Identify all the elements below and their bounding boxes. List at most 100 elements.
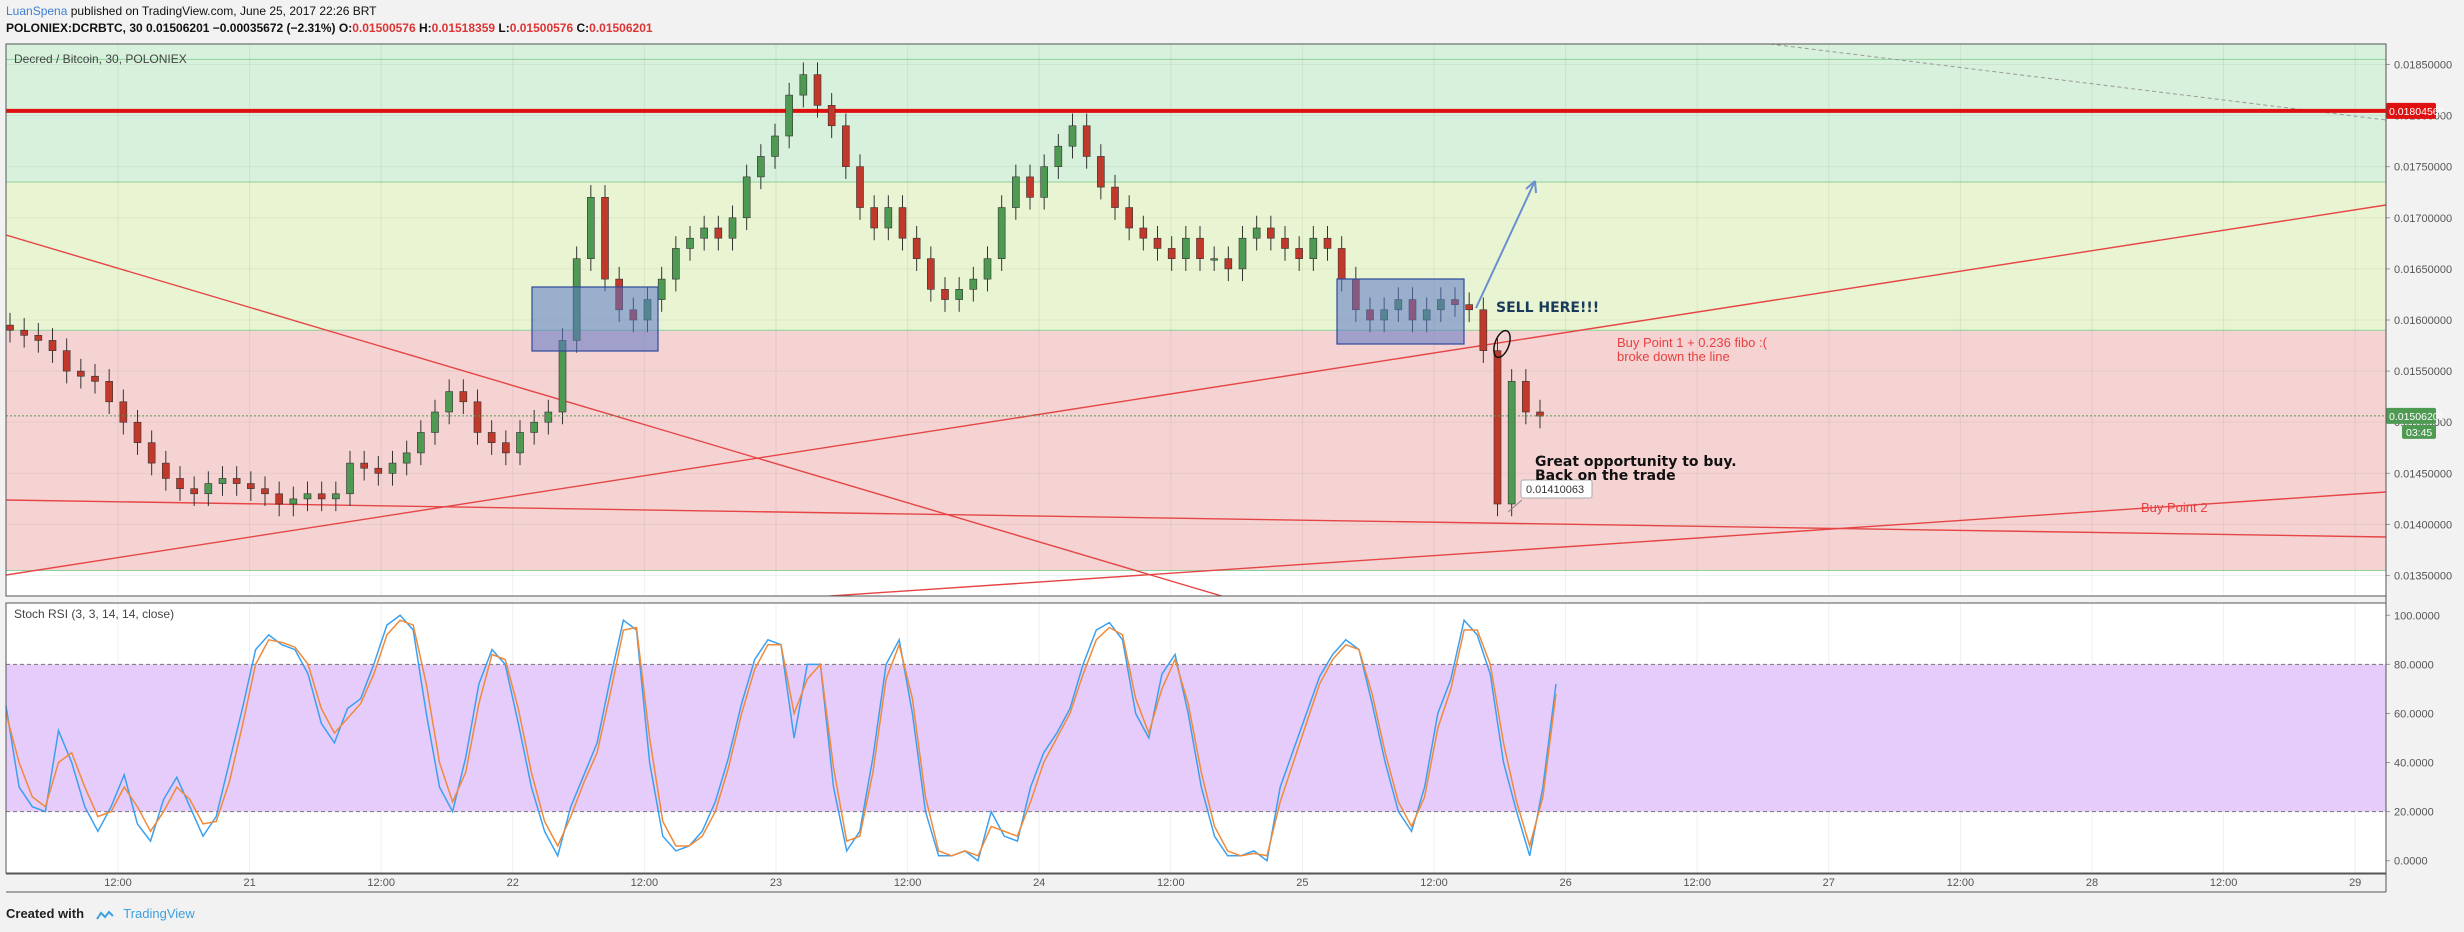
x-tick-label: 25 xyxy=(1296,877,1308,889)
candle-body xyxy=(1167,248,1176,259)
ohlc-close-value: 0.01506201 xyxy=(589,21,653,35)
bar-timer-tag xyxy=(2402,424,2436,439)
candle-body xyxy=(1153,237,1162,249)
candle-body xyxy=(388,462,397,474)
ohlc-high-key: H: xyxy=(418,21,432,35)
resistance-price-label: 0.01804562 xyxy=(2389,106,2445,118)
low-callout-box xyxy=(1520,479,1593,499)
breakdown-circle xyxy=(1493,329,1511,359)
x-tick-label: 22 xyxy=(507,877,519,889)
drawings-layer xyxy=(6,44,2386,596)
consolidation-box xyxy=(1336,278,1465,345)
candle-body xyxy=(360,462,368,469)
ohlc-close-key: C: xyxy=(576,21,590,35)
candle-body xyxy=(459,391,468,403)
price-change: −0.00035672 (−2.31%) xyxy=(212,21,336,35)
candle-body xyxy=(1182,237,1190,259)
candle-body xyxy=(289,498,298,505)
candle-body xyxy=(34,335,43,341)
x-tick-label: 12:00 xyxy=(1683,877,1711,889)
candle-body xyxy=(1493,350,1502,505)
rsi-y-tick-label: 40.0000 xyxy=(2394,758,2434,770)
candle-body xyxy=(799,74,808,96)
candle-body xyxy=(1323,237,1332,249)
candle-body xyxy=(1281,237,1289,249)
candle-body xyxy=(147,442,156,464)
y-tick-label: 0.01750000 xyxy=(2394,162,2452,174)
price-pane-title: Decred / Bitcoin, 30, POLONIEX xyxy=(14,52,187,66)
y-tick-label: 0.01400000 xyxy=(2394,519,2452,531)
candle-body xyxy=(1465,304,1473,311)
tradingview-logo-icon xyxy=(95,910,114,920)
candle-body xyxy=(431,411,439,433)
candle-body xyxy=(1012,176,1020,208)
candle-body xyxy=(912,237,921,259)
candle-body xyxy=(927,258,935,290)
x-tick-label: 12:00 xyxy=(367,877,395,889)
candle-body xyxy=(813,74,822,106)
dashed-trend-line xyxy=(1769,44,2386,121)
candle-body xyxy=(941,289,949,300)
candle-body xyxy=(176,478,184,489)
tradingview-link[interactable]: TradingView xyxy=(123,906,195,921)
candle-body xyxy=(204,483,213,495)
x-tick-label: 28 xyxy=(2086,877,2098,889)
candle-body xyxy=(1295,248,1303,259)
candle-body xyxy=(1082,125,1091,157)
candle-body xyxy=(955,289,963,300)
candle-body xyxy=(91,375,99,382)
resistance-price-tag xyxy=(2386,102,2436,119)
fib-zone xyxy=(6,182,2386,331)
x-tick-label: 12:00 xyxy=(894,877,922,889)
low-callout-label: 0.01410063 xyxy=(1526,484,1584,496)
ohlc-open-value: 0.01500576 xyxy=(352,21,416,35)
candle-body xyxy=(445,391,453,413)
x-tick-label: 27 xyxy=(1823,877,1835,889)
rising-support-line xyxy=(819,491,2386,596)
y-tick-label: 0.01700000 xyxy=(2394,213,2452,225)
rsi-y-tick-label: 0.0000 xyxy=(2394,856,2428,868)
rsi-y-tick-label: 60.0000 xyxy=(2394,708,2434,720)
candle-body xyxy=(502,442,510,454)
candle-body xyxy=(544,411,553,423)
candle-body xyxy=(898,207,907,239)
last-price-tag xyxy=(2386,407,2436,424)
author-link[interactable]: LuanSpena xyxy=(6,4,68,18)
candle-body xyxy=(997,207,1006,259)
candle-body xyxy=(742,176,751,219)
candle-body xyxy=(332,493,340,500)
y-tick-label: 0.01600000 xyxy=(2394,315,2452,327)
candle-body xyxy=(374,467,383,474)
symbol-line: POLONIEX:DCRBTC, 30 0.01506201 −0.000356… xyxy=(6,21,653,36)
buy-point-2-annotation: Buy Point 2 xyxy=(2141,500,2208,515)
rsi-y-tick-label: 20.0000 xyxy=(2394,807,2434,819)
x-tick-label: 26 xyxy=(1559,877,1571,889)
candle-body xyxy=(983,258,992,280)
rsi-y-tick-label: 80.0000 xyxy=(2394,659,2434,671)
candle-body xyxy=(1196,237,1204,259)
x-tick-label: 12:00 xyxy=(104,877,132,889)
breakdown-annotation: broke down the line xyxy=(1617,349,1730,364)
candle-body xyxy=(842,125,850,167)
x-tick-label: 12:00 xyxy=(1157,877,1185,889)
rsi-band xyxy=(6,664,2386,812)
ohlc-low-key: L: xyxy=(498,21,510,35)
candle-body xyxy=(1097,156,1105,188)
x-tick-label: 29 xyxy=(2349,877,2361,889)
chart-header: LuanSpena published on TradingView.com, … xyxy=(0,0,2464,42)
candle-body xyxy=(1507,381,1516,505)
candle-body xyxy=(700,227,708,239)
up-arrow-head xyxy=(1525,180,1537,194)
publish-line: LuanSpena published on TradingView.com, … xyxy=(6,4,377,19)
candle-body xyxy=(1139,227,1148,239)
candle-body xyxy=(785,94,793,137)
uptrend-line xyxy=(6,204,2386,576)
x-tick-label: 21 xyxy=(243,877,255,889)
candle-body xyxy=(275,493,283,505)
candle-body xyxy=(1125,207,1133,229)
candle-body xyxy=(6,324,14,331)
footer: Created with TradingView xyxy=(6,906,195,921)
downtrend-line xyxy=(6,234,1224,596)
candle-body xyxy=(516,432,524,454)
